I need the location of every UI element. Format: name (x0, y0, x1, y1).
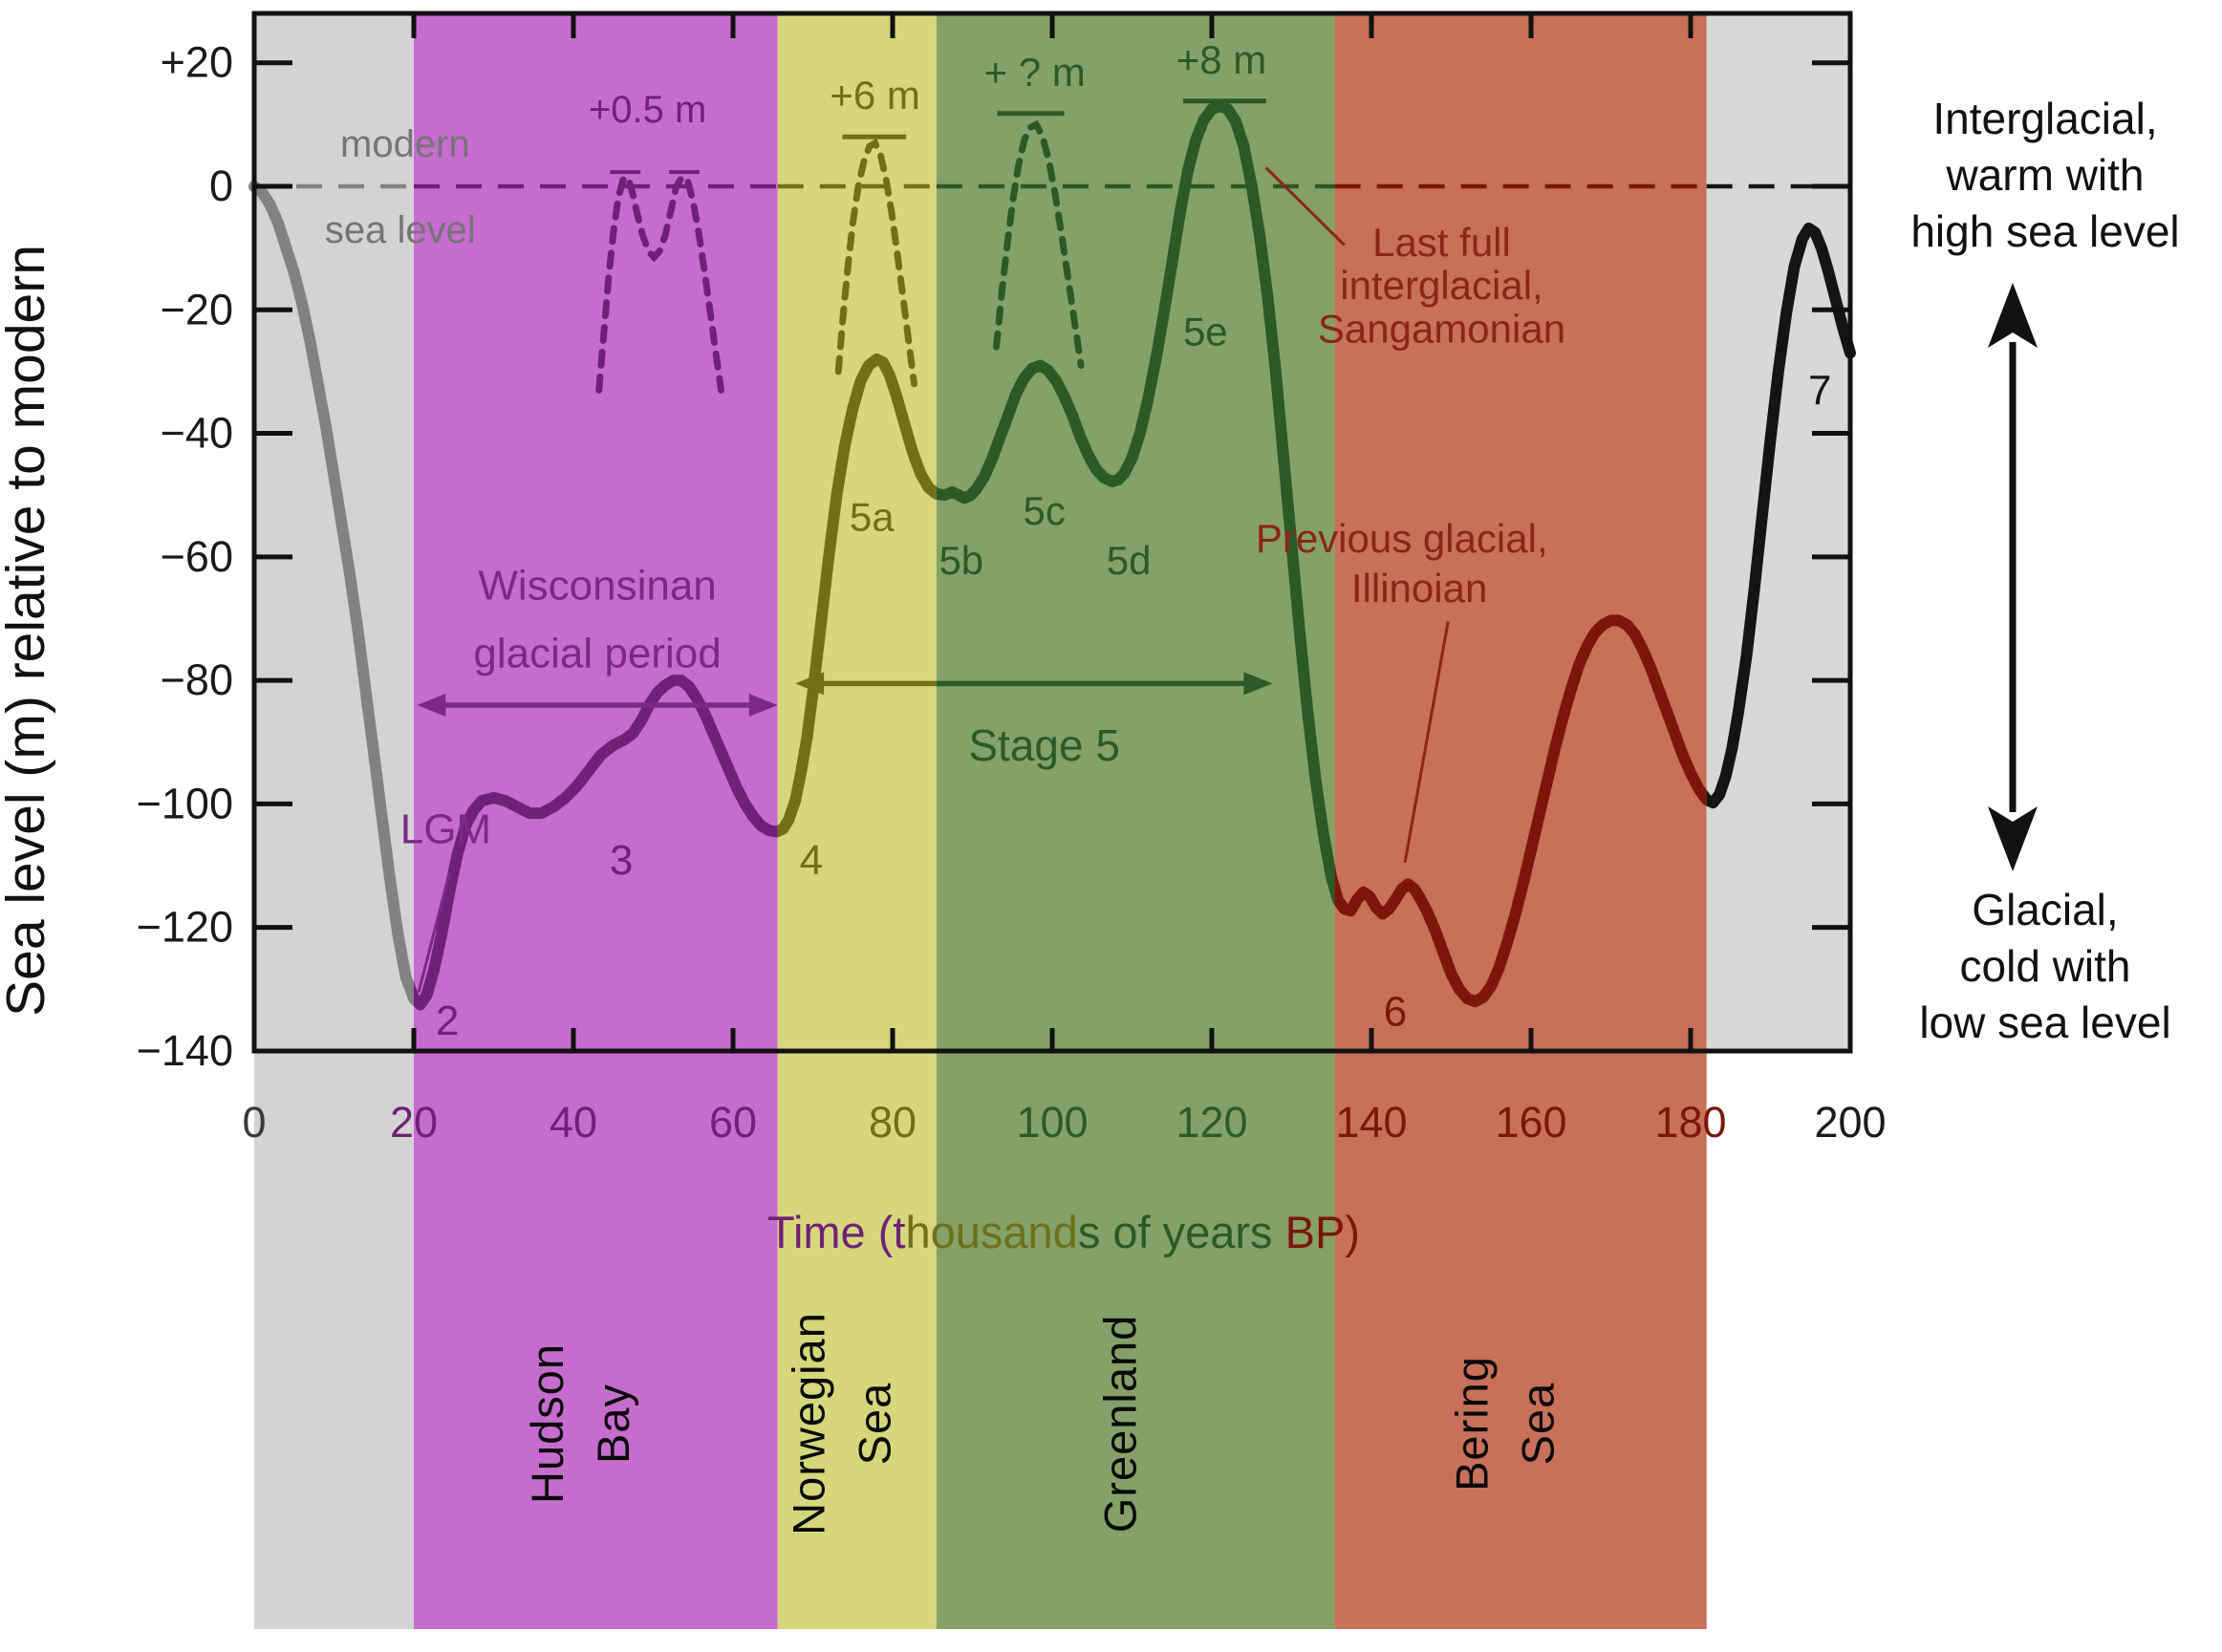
annotation-wisconsinan-2: glacial period (473, 630, 721, 676)
band-label-hudson-bay-line1: Hudson (522, 1343, 572, 1504)
x-tick-label-120: 120 (1176, 1098, 1247, 1147)
x-tick-label-20: 20 (390, 1098, 438, 1147)
annotation-stage-5e: 5e (1183, 310, 1228, 354)
band-bering-sea (1334, 15, 1707, 1629)
arrow-up-head-icon (1988, 283, 2038, 348)
band-hudson-bay (414, 15, 778, 1629)
annotation-sangamonian-3: Sangamonian (1318, 306, 1565, 351)
y-tick-label--80: −80 (161, 655, 233, 704)
band-label-norwegian-sea-line1: Norwegian (783, 1312, 833, 1535)
climate-bands-layer (254, 15, 1850, 1629)
annotation-sangamonian-1: Last full (1372, 220, 1511, 265)
legend-interglacial-line1: Interglacial, (1932, 94, 2157, 143)
illinoian-pointer (1403, 621, 1450, 864)
x-tick-label-100: 100 (1016, 1098, 1088, 1147)
x-tick-label-200: 200 (1814, 1098, 1886, 1147)
x-tick-label-0: 0 (242, 1098, 266, 1147)
curve-segment-bering-sea (1334, 614, 1707, 1008)
band-label-hudson-bay-line2: Bay (588, 1384, 638, 1464)
annotations-layer: modern sea level +0.5 m +6 m + ? m +8 m Wiscon… (325, 37, 1832, 1044)
annotation-plus-q-m: + ? m (984, 50, 1086, 95)
y-tick-label--140: −140 (137, 1026, 233, 1075)
legend-interglacial-line2: warm with (1945, 150, 2144, 200)
x-axis-title: Time (thousands of years BP) (767, 1207, 1360, 1257)
legend-glacial-line1: Glacial, (1972, 885, 2118, 934)
interglacial-glacial-legend: Interglacial, warm with high sea level Glac… (1910, 94, 2179, 1047)
y-tick-label-20: +20 (161, 38, 233, 87)
annotation-plus-8m: +8 m (1176, 37, 1267, 82)
band-label-greenland-line1: Greenland (1094, 1315, 1145, 1534)
sangamonian-pointer (1264, 166, 1346, 247)
uncertain-highstand-6m (834, 138, 917, 388)
arrow-down-head-icon (1988, 806, 2038, 871)
y-tick-label--60: −60 (161, 532, 233, 581)
annotation-lgm: LGM (400, 806, 491, 853)
y-tick-label--40: −40 (161, 409, 233, 458)
lgm-pointer (417, 871, 452, 993)
legend-glacial-line2: cold with (1960, 941, 2131, 991)
annotation-stage-4: 4 (800, 837, 823, 884)
x-tick-label-160: 160 (1495, 1098, 1566, 1147)
legend-glacial-line3: low sea level (1919, 998, 2170, 1047)
x-tick-label-80: 80 (869, 1098, 917, 1147)
band-norwegian-sea (777, 15, 937, 1629)
annotation-stage-5d: 5d (1107, 538, 1152, 583)
band-label-norwegian-sea-line2: Sea (849, 1383, 899, 1466)
y-tick-label--120: −120 (137, 903, 233, 952)
uncertain-highstands (595, 119, 1085, 394)
legend-interglacial-line3: high sea level (1910, 206, 2179, 256)
highstand-bars (610, 98, 1266, 175)
annotation-plus-05m: +0.5 m (589, 89, 706, 131)
annotation-stage-5-label: Stage 5 (968, 720, 1120, 770)
annotation-plus-6m: +6 m (830, 73, 920, 118)
annotation-modern-label-1: modern (340, 123, 470, 165)
wisconsinan-span-left-arrowhead-icon (417, 693, 446, 717)
stage5-span-right-arrowhead-icon (1243, 672, 1273, 696)
uncertain-highstand-q-m (993, 119, 1085, 369)
sea-level-curve (248, 100, 1856, 1011)
annotation-illinoian-1: Previous glacial, (1256, 516, 1548, 561)
uncertain-highstand-0-5m (595, 171, 724, 394)
annotation-stage-3: 3 (610, 837, 633, 884)
band-label-bering-sea-line1: Bering (1447, 1356, 1498, 1491)
annotation-stage-6: 6 (1384, 988, 1407, 1035)
period-span-arrows (417, 672, 1273, 717)
band-name-labels: Hudson Bay Norwegian Sea Greenland Bering Sea (522, 1312, 1564, 1535)
annotation-modern-label-2: sea level (325, 209, 476, 251)
stage5-span-left-arrowhead-icon (795, 672, 825, 696)
annotation-stage-5b: 5b (938, 538, 983, 583)
y-axis-title: Sea level (m) relative to modern (0, 245, 56, 1017)
annotation-stage-2: 2 (436, 998, 459, 1044)
band-label-bering-sea-line2: Sea (1513, 1383, 1564, 1466)
x-tick-label-40: 40 (550, 1098, 597, 1147)
band-glacial-left-gray (254, 15, 414, 1629)
y-tick-label--100: −100 (137, 779, 233, 827)
wisconsinan-span-right-arrowhead-icon (748, 693, 778, 717)
x-tick-label-140: 140 (1335, 1098, 1407, 1147)
annotation-stage-5a: 5a (850, 495, 895, 540)
y-tick-label--20: −20 (161, 285, 233, 333)
annotation-stage-7: 7 (1808, 368, 1831, 415)
annotation-pointer-lines (417, 166, 1450, 993)
annotation-sangamonian-2: interglacial, (1340, 263, 1542, 308)
y-tick-label-0: 0 (209, 161, 233, 210)
annotation-wisconsinan-1: Wisconsinan (478, 562, 716, 609)
x-tick-label-60: 60 (709, 1098, 757, 1147)
x-tick-label-180: 180 (1654, 1098, 1726, 1147)
curve-segment-greenland (936, 100, 1335, 906)
curve-segment-hudson-bay (414, 675, 778, 1011)
plot-frame-and-ticks (251, 11, 1853, 1054)
band-right-gray (1706, 15, 1850, 1051)
annotation-stage-5c: 5c (1023, 488, 1065, 533)
annotation-illinoian-2: Illinoian (1351, 566, 1487, 611)
